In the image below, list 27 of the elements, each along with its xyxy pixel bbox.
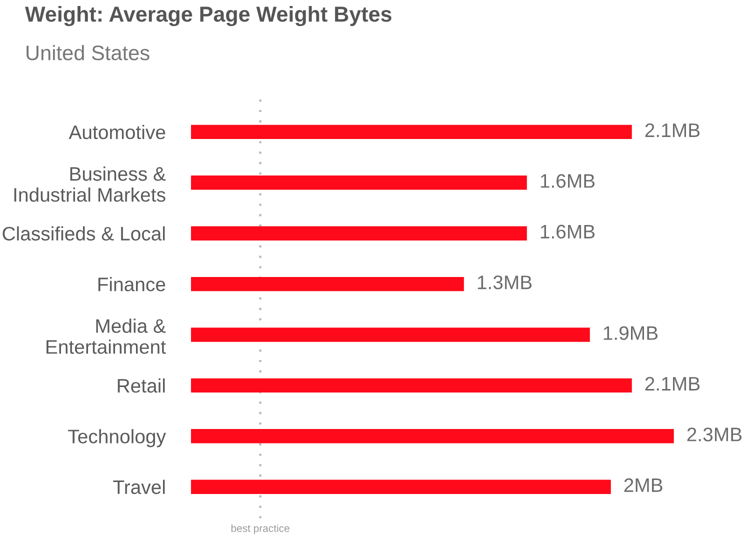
chart-title: Weight: Average Page Weight Bytes xyxy=(25,6,392,26)
bar xyxy=(191,124,632,140)
data-label: 2.1MB xyxy=(645,376,700,390)
bar xyxy=(191,378,632,393)
data-label: 2.3MB xyxy=(687,428,742,442)
bar xyxy=(191,480,611,494)
bar xyxy=(191,226,527,240)
bar xyxy=(191,276,464,292)
bar xyxy=(191,429,674,444)
bar xyxy=(191,328,590,342)
data-label: 1.9MB xyxy=(604,326,658,340)
y-tick-label: Technology xyxy=(68,429,166,448)
y-tick-label: Classifieds & Local xyxy=(2,226,165,241)
y-tick-label: Retail xyxy=(118,378,165,393)
data-label: 1.3MB xyxy=(478,276,532,290)
y-tick-label: Automotive xyxy=(68,124,166,140)
y-tick-label: Finance xyxy=(98,277,166,292)
data-label: 2MB xyxy=(624,478,662,492)
bar xyxy=(191,176,527,190)
data-label: 1.6MB xyxy=(540,224,595,239)
ref-line-label: best practice xyxy=(231,524,290,534)
data-label: 1.6MB xyxy=(540,174,595,188)
y-tick-label: Travel xyxy=(113,480,165,494)
y-tick-label: Business & Industrial Markets xyxy=(14,166,166,202)
y-tick-label: Media & Entertainment xyxy=(46,318,166,354)
data-label: 2.1MB xyxy=(645,123,700,137)
chart-subtitle: United States xyxy=(26,45,150,60)
